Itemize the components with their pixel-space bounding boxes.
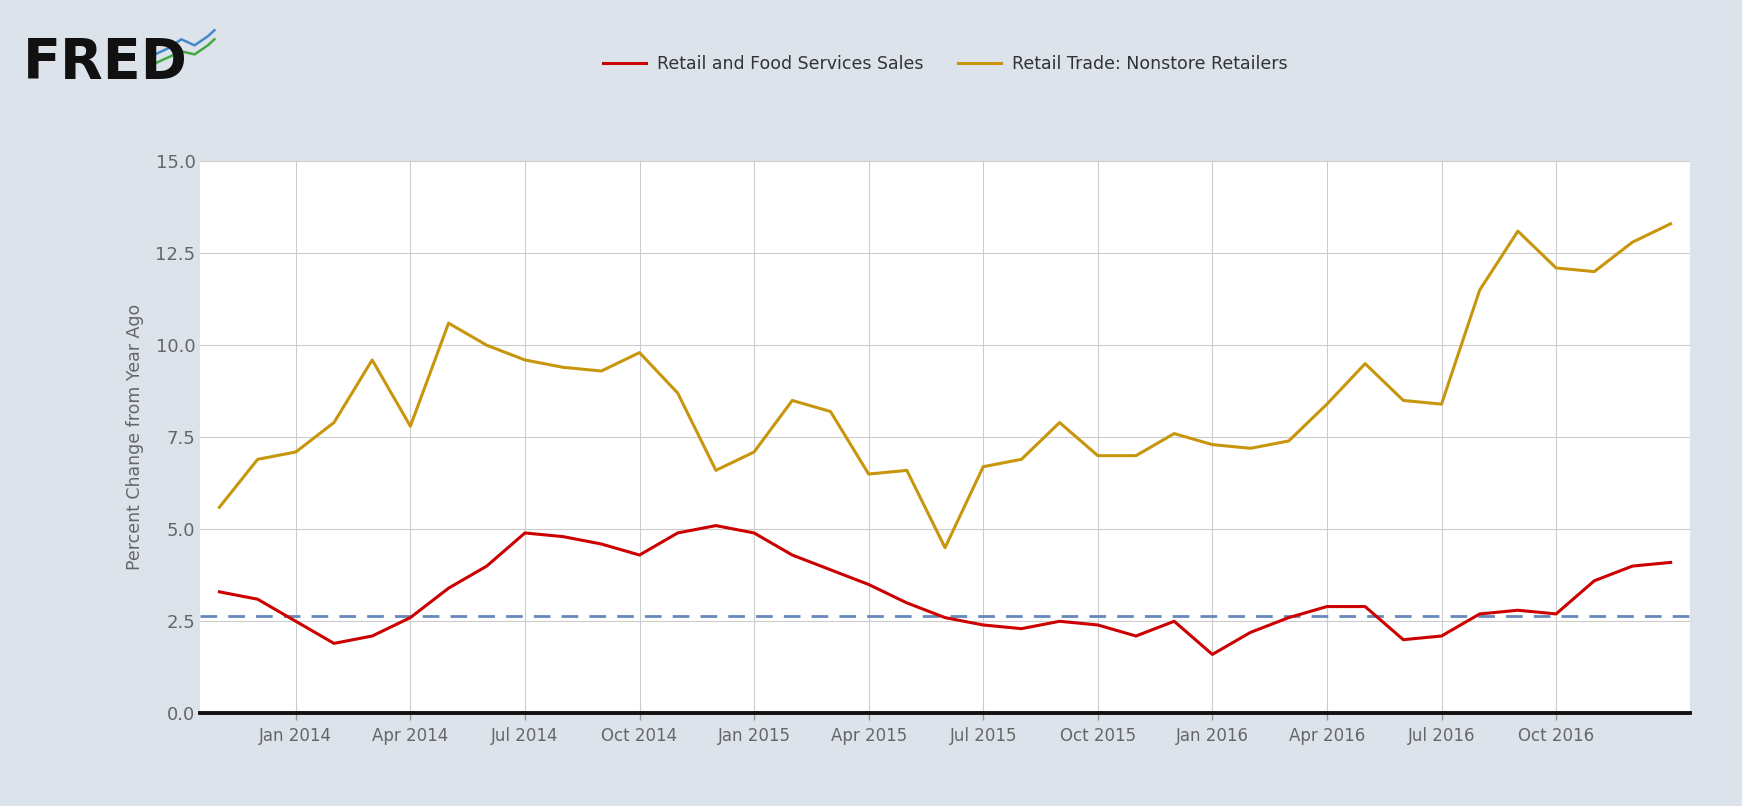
Text: FRED: FRED — [23, 36, 188, 90]
Y-axis label: Percent Change from Year Ago: Percent Change from Year Ago — [125, 304, 145, 571]
Legend: Retail and Food Services Sales, Retail Trade: Nonstore Retailers: Retail and Food Services Sales, Retail T… — [596, 48, 1294, 81]
